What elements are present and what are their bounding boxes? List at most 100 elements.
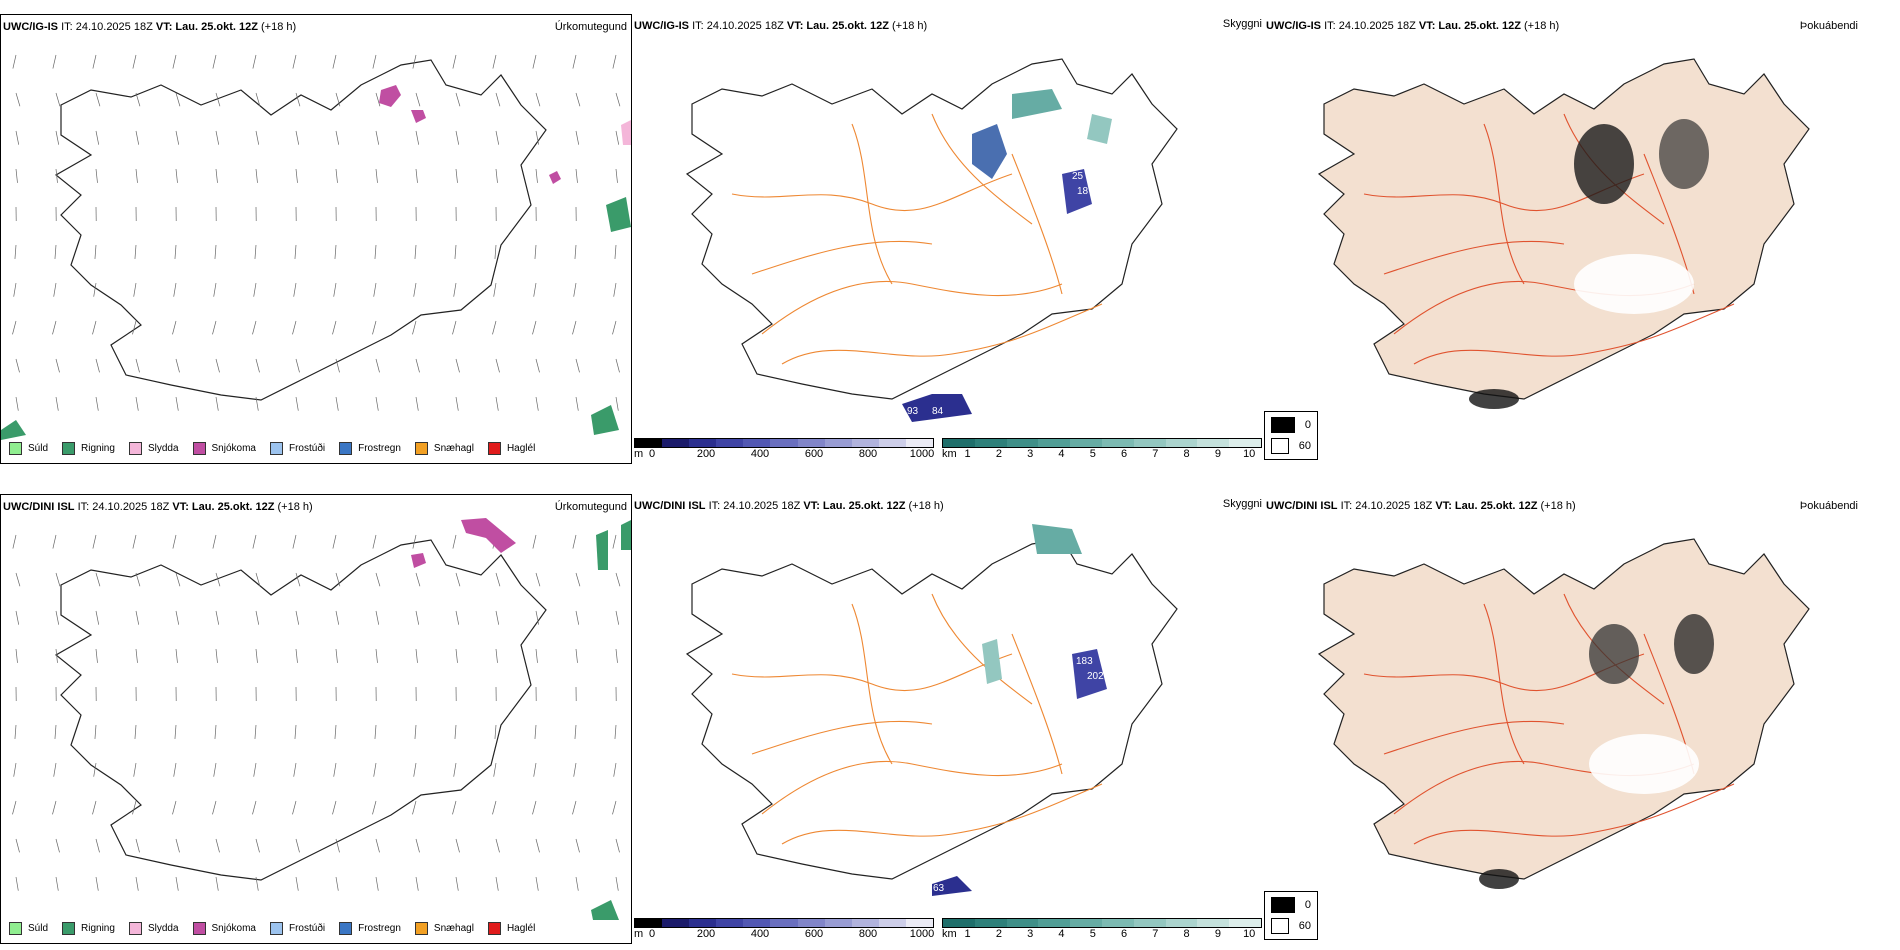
low-vis-areas — [902, 89, 1112, 422]
vis-label: 183 — [1076, 656, 1093, 667]
precip-legend-item: Snjókoma — [192, 442, 256, 455]
legend-label: Snæhagl — [433, 923, 474, 934]
legend-swatch — [192, 922, 206, 935]
colorbar-tick: 5 — [1089, 928, 1096, 940]
vis-km-colorbar: km 1 2 3 4 5 6 7 8 9 10 — [942, 438, 1262, 462]
legend-label: Slydda — [147, 923, 179, 934]
colorbar-tick: 4 — [1058, 928, 1065, 940]
legend-label: Snjókoma — [211, 443, 256, 454]
vis-m-colorbar: m 0 200 400 600 800 1000 — [634, 918, 934, 942]
colorbar-tick: 600 — [804, 448, 824, 460]
precip-areas — [411, 518, 631, 920]
row2-precip-panel: UWC/DINI ISL IT: 24.10.2025 18Z VT: Lau.… — [0, 494, 632, 944]
fog-legend: 0 60 — [1264, 411, 1318, 460]
colorbar-tick: 0 — [648, 448, 656, 460]
valid-time: VT: Lau. 25.okt. 12Z — [1435, 500, 1538, 512]
fog-legend-label: 0 — [1304, 419, 1311, 431]
vis-label: 63 — [933, 883, 945, 894]
colorbar-tick: 400 — [750, 448, 770, 460]
precip-legend-item: Slydda — [128, 442, 179, 455]
lead-time: (+18 h) — [908, 500, 944, 512]
row2-fog-panel: UWC/DINI ISL IT: 24.10.2025 18Z VT: Lau.… — [1264, 494, 1900, 944]
legend-swatch — [339, 922, 353, 935]
model-name: UWC/IG-IS — [3, 21, 58, 33]
precip-legend-item: Snæhagl — [414, 922, 474, 935]
model-name: UWC/IG-IS — [1266, 20, 1321, 32]
row1-fog-map — [1317, 58, 1810, 409]
panel-title-fog: Þokuábendi — [1799, 500, 1858, 512]
colorbar-tick: 9 — [1214, 448, 1221, 460]
legend-swatch — [128, 922, 142, 935]
precip-legend: Súld Rigning Slydda Snjókoma Frostúði Frostre… — [9, 442, 549, 455]
row2-fog-map — [1317, 538, 1810, 889]
model-name: UWC/DINI ISL — [1266, 500, 1338, 512]
colorbar-tick: 800 — [858, 928, 878, 940]
vis-label: 84 — [932, 406, 944, 417]
valid-time: VT: Lau. 25.okt. 12Z — [172, 501, 275, 513]
colorbar-unit: m — [634, 928, 644, 940]
colorbar-tick: 1 — [964, 928, 971, 940]
low-vis-areas — [932, 524, 1107, 896]
fog-legend-label: 60 — [1298, 920, 1311, 932]
model-name: UWC/DINI ISL — [3, 501, 75, 513]
colorbar-tick: 5 — [1089, 448, 1096, 460]
row2-visibility-map: 183 202 63 — [685, 524, 1178, 896]
colorbar-unit: km — [942, 448, 957, 460]
colorbar-tick: 8 — [1183, 928, 1190, 940]
fog-legend-row: 0 — [1271, 897, 1311, 913]
legend-swatch — [9, 442, 22, 455]
row1-fog-panel: UWC/IG-IS IT: 24.10.2025 18Z VT: Lau. 25… — [1264, 14, 1900, 464]
fog-areas — [1469, 119, 1709, 409]
legend-swatch — [9, 922, 22, 935]
precip-legend-item: Súld — [9, 922, 48, 935]
panel-title-precip: Úrkomutegund — [554, 501, 627, 513]
colorbar-tick: 10 — [1243, 448, 1256, 460]
row1-vis-header: UWC/IG-IS IT: 24.10.2025 18Z VT: Lau. 25… — [634, 20, 927, 32]
fog-legend: 0 60 — [1264, 891, 1318, 940]
colorbar-unit: km — [942, 928, 957, 940]
vis-km-bar — [942, 918, 1262, 928]
legend-label: Snæhagl — [433, 443, 474, 454]
row2-fog-header: UWC/DINI ISL IT: 24.10.2025 18Z VT: Lau.… — [1266, 500, 1576, 512]
colorbar-tick: 2 — [995, 448, 1002, 460]
lead-time: (+18 h) — [261, 21, 297, 33]
vis-m-ticks: m 0 200 400 600 800 1000 — [634, 448, 934, 462]
model-name: UWC/IG-IS — [634, 20, 689, 32]
vis-label: 228 — [980, 216, 997, 227]
colorbar-tick: 600 — [804, 928, 824, 940]
legend-label: Frostregn — [358, 443, 401, 454]
precip-legend-item: Snjókoma — [192, 922, 256, 935]
legend-swatch — [414, 922, 428, 935]
precip-legend-item: Rigning — [62, 922, 115, 935]
legend-label: Frostúði — [288, 443, 326, 454]
vis-km-bar — [942, 438, 1262, 448]
colorbar-tick: 200 — [696, 928, 716, 940]
precip-legend-item: Frostregn — [339, 922, 401, 935]
vis-label: 202 — [1087, 671, 1104, 682]
row1-visibility-map: 228 25 18 93 84 — [685, 58, 1178, 422]
precip-legend-item: Frostúði — [269, 442, 326, 455]
init-time: IT: 24.10.2025 18Z — [1340, 500, 1433, 512]
colorbar-tick: 4 — [1058, 448, 1065, 460]
panel-title-fog: Þokuábendi — [1799, 20, 1858, 32]
legend-swatch — [487, 922, 501, 935]
precip-legend-item: Haglél — [487, 922, 536, 935]
colorbar-tick: 7 — [1152, 448, 1159, 460]
row1-precip-panel: UWC/IG-IS IT: 24.10.2025 18Z VT: Lau. 25… — [0, 14, 632, 464]
legend-swatch — [192, 442, 206, 455]
vis-km-colorbar: km 1 2 3 4 5 6 7 8 9 10 — [942, 918, 1262, 942]
colorbar-tick: 8 — [1183, 448, 1190, 460]
colorbar-unit: m — [634, 448, 644, 460]
legend-label: Rigning — [81, 443, 115, 454]
row2-visibility-panel: UWC/DINI ISL IT: 24.10.2025 18Z VT: Lau.… — [632, 494, 1262, 944]
row1-fog-header: UWC/IG-IS IT: 24.10.2025 18Z VT: Lau. 25… — [1266, 20, 1559, 32]
fog-legend-row: 60 — [1271, 918, 1311, 934]
legend-swatch — [269, 442, 283, 455]
legend-label: Haglél — [506, 923, 536, 934]
panel-title-precip: Úrkomutegund — [554, 21, 627, 33]
lead-time: (+18 h) — [277, 501, 313, 513]
colorbar-tick: 9 — [1214, 928, 1221, 940]
vis-m-colorbar: m 0 200 400 600 800 1000 — [634, 438, 934, 462]
precip-legend-item: Súld — [9, 442, 48, 455]
precip-legend-item: Frostúði — [269, 922, 325, 935]
